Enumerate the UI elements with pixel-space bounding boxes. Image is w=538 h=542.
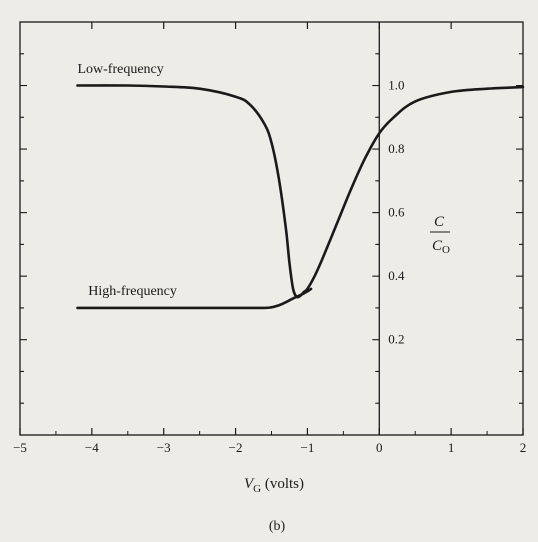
- series-line-low-frequency: [76, 84, 525, 299]
- y-axis-label-denominator-main: C: [432, 238, 443, 254]
- panel-label: (b): [269, 519, 286, 534]
- y-tick-label: 0.6: [388, 205, 405, 220]
- y-axis-ticks: 0.2 0.4 0.6 0.8 1.0: [20, 53, 523, 404]
- x-tick-label: 1: [448, 440, 455, 455]
- y-tick-label: 0.2: [388, 332, 404, 347]
- y-tick-label: 0.4: [388, 268, 405, 283]
- x-tick-label: 0: [376, 440, 383, 455]
- x-tick-label: −4: [85, 440, 99, 455]
- series-layer: [76, 84, 525, 310]
- y-axis-label-denominator-sub: O: [442, 244, 450, 256]
- y-axis-label-numerator: C: [434, 214, 445, 230]
- x-tick-label: −5: [13, 440, 27, 455]
- y-tick-label: 0.8: [388, 141, 404, 156]
- curve-annotation: High-frequency: [88, 284, 177, 299]
- x-axis-label-sub: G: [253, 483, 261, 495]
- annotation-layer: Low-frequency High-frequency: [77, 62, 176, 299]
- x-tick-label: −1: [301, 440, 315, 455]
- y-axis-label: C CO: [430, 214, 450, 256]
- x-axis-ticks: −5 −4 −3 −2 −1 0 1 2: [13, 22, 526, 455]
- x-tick-label: −3: [157, 440, 171, 455]
- series-line-high-frequency: [76, 287, 313, 310]
- x-tick-label: −2: [229, 440, 243, 455]
- y-axis-label-denominator: CO: [432, 238, 450, 256]
- x-axis-label-suffix: (volts): [261, 476, 304, 492]
- x-axis-label-main: V: [244, 476, 255, 492]
- plot-frame: [19, 21, 524, 436]
- curve-annotation: Low-frequency: [77, 62, 163, 77]
- x-tick-label: 2: [520, 440, 527, 455]
- y-tick-label: 1.0: [388, 78, 404, 93]
- x-axis-label: VG (volts): [244, 476, 304, 495]
